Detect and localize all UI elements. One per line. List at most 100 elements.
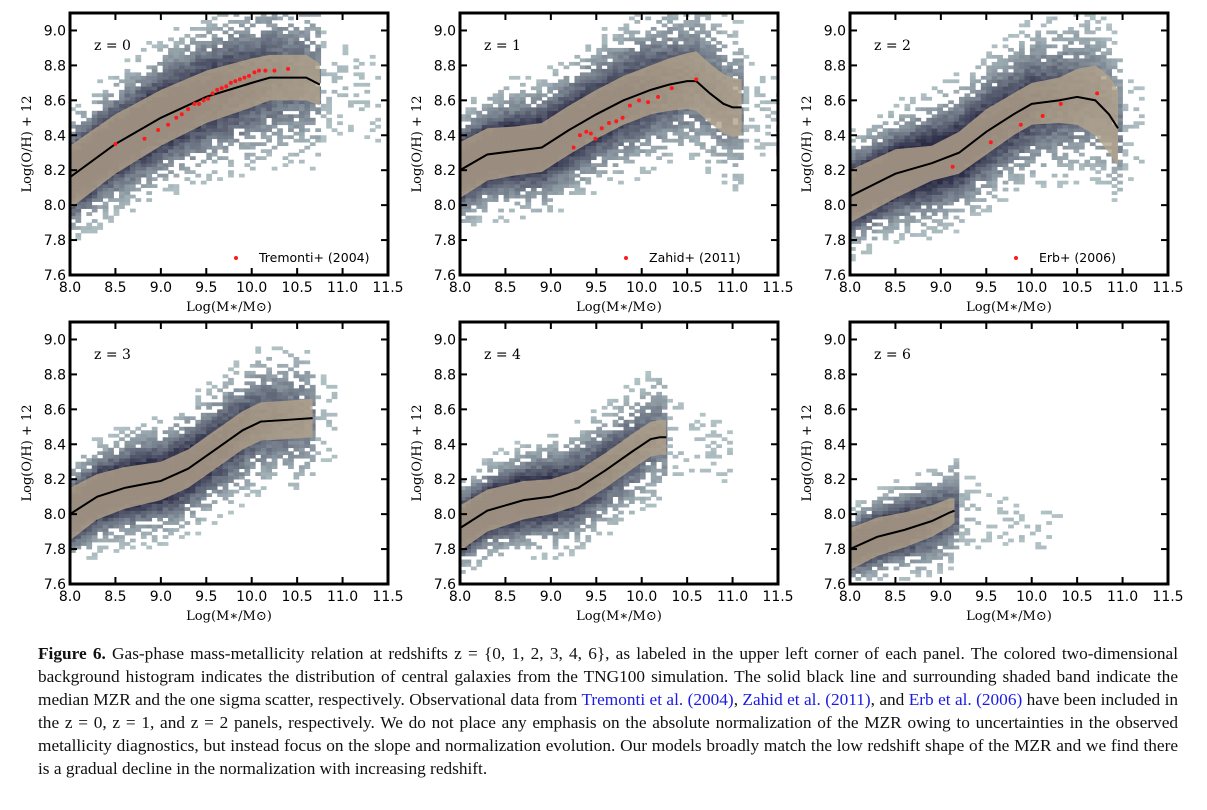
histogram-cell [358,75,365,80]
histogram-cell [948,79,954,84]
histogram-cell [931,114,938,119]
histogram-cell [667,110,673,115]
histogram-cell [1013,187,1020,192]
histogram-cell [173,184,180,188]
histogram-cell [563,156,570,161]
histogram-cell [694,16,701,21]
histogram-cell [1068,145,1074,150]
histogram-cell [1013,82,1020,87]
histogram-cell [509,96,515,101]
histogram-cell [238,30,245,35]
histogram-cell [899,201,905,206]
histogram-cell [195,51,202,56]
histogram-cell [492,177,499,181]
histogram-cell [1040,128,1047,133]
histogram-cell [877,124,884,129]
x-tick-label: 9.0 [540,280,562,296]
histogram-cell [650,40,657,45]
histogram-cell [244,124,251,129]
histogram-cell [509,75,515,80]
histogram-cell [980,82,987,87]
histogram-cell [304,26,311,31]
histogram-cell [579,72,586,77]
histogram-cell [151,72,158,77]
observation-point [233,79,238,84]
histogram-cell [124,191,131,195]
histogram-cell [519,117,526,122]
histogram-cell [358,100,365,105]
histogram-cell [129,166,136,171]
histogram-cell [277,135,283,140]
histogram-cell [129,170,136,174]
histogram-cell [888,145,894,150]
histogram-cell [519,103,526,108]
histogram-cell [277,30,283,35]
histogram-cell [75,124,82,129]
histogram-cell [1002,79,1009,84]
histogram-cell [948,114,954,119]
histogram-cell [678,128,684,133]
histogram-cell [519,82,526,87]
histogram-cell [1029,51,1036,56]
histogram-cell [470,201,477,206]
histogram-cell [628,47,635,52]
histogram-cell [1013,51,1020,56]
histogram-cell [969,187,976,192]
histogram-cell [1024,138,1031,143]
histogram-cell [173,51,180,56]
histogram-cell [249,44,256,49]
histogram-cell [189,180,196,185]
histogram-cell [129,86,136,91]
histogram-cell [904,114,911,119]
histogram-cell [937,180,943,185]
histogram-cell [942,222,949,227]
histogram-cell [195,33,202,38]
histogram-cell [882,215,889,220]
histogram-cell [667,51,673,56]
histogram-cell [579,82,586,87]
histogram-cell [904,194,911,199]
histogram-cell [1046,128,1053,133]
histogram-cell [1008,145,1014,150]
histogram-cell [563,82,570,87]
histogram-cell [727,135,733,140]
histogram-cell [460,131,466,136]
histogram-cell [102,103,109,108]
histogram-cell [986,65,993,70]
histogram-cell [904,198,911,202]
histogram-cell [228,37,234,42]
histogram-cell [541,107,548,112]
histogram-cell [266,51,273,56]
histogram-cell [893,103,900,108]
histogram-cell [1068,142,1074,147]
histogram-cell [470,191,477,195]
histogram-cell [108,215,114,220]
histogram-cell [228,40,234,45]
histogram-cell [179,149,185,154]
histogram-cell [964,166,971,171]
histogram-cell [315,47,322,52]
histogram-cell [536,93,543,98]
histogram-cell [91,205,98,209]
histogram-cell [1057,51,1063,56]
histogram-cell [1002,37,1009,42]
histogram-cell [80,226,87,230]
histogram-cell [337,65,343,70]
histogram-cell [129,75,136,80]
histogram-cell [585,142,592,147]
histogram-cell [168,47,174,52]
histogram-cell [866,149,873,154]
histogram-cell [569,166,575,171]
histogram-cell [975,110,982,115]
histogram-cell [931,135,938,140]
histogram-cell [222,138,229,143]
histogram-cell [964,86,971,91]
histogram-cell [986,93,993,98]
histogram-cell [716,47,722,52]
histogram-cell [1029,68,1036,73]
histogram-cell [639,58,646,63]
histogram-cell [953,117,960,122]
histogram-cell [904,121,911,126]
histogram-cell [206,121,213,126]
histogram-cell [672,23,679,28]
